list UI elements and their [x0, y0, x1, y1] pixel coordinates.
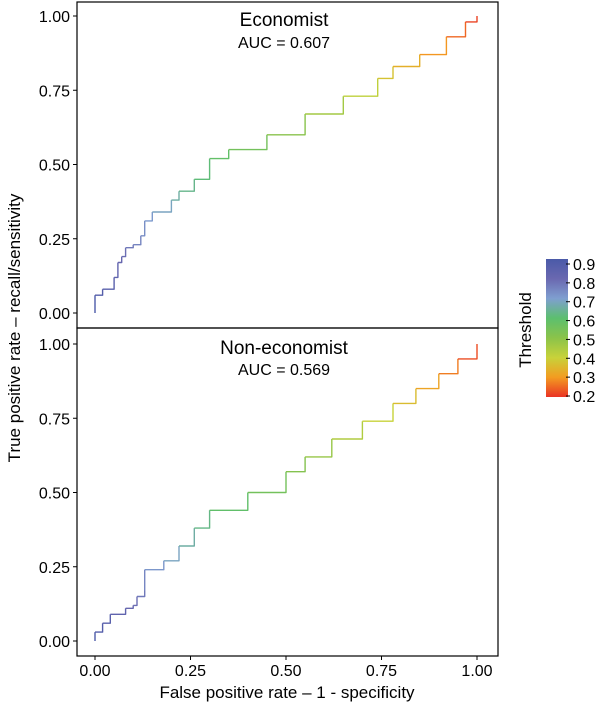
- roc-segment: [331, 421, 364, 440]
- roc-segment: [137, 590, 146, 598]
- roc-segment: [209, 492, 249, 511]
- legend-tick-label: 0.4: [573, 351, 595, 368]
- legend-tick-label: 0.6: [573, 314, 595, 331]
- axis-ticks: 0.00 0.25 0.50 0.75 1.00 0.00 0.25 0.50 0.75 1.00…: [39, 9, 493, 680]
- roc-segment: [179, 528, 195, 547]
- roc-segment: [163, 546, 180, 562]
- roc-segment: [446, 21, 467, 38]
- legend-tick-label: 0.5: [573, 332, 595, 349]
- roc-segment: [133, 596, 138, 607]
- roc-segment: [305, 439, 333, 458]
- roc-segment: [144, 560, 165, 571]
- roc-segment: [171, 191, 180, 201]
- y-axis-title: True positive rate – recall/sensitivity: [5, 193, 24, 462]
- roc-segment: [415, 373, 440, 390]
- y-tick-label: 0.50: [39, 158, 70, 175]
- roc-segment: [419, 36, 448, 56]
- legend-tick-label: 0.8: [573, 276, 595, 293]
- roc-segment: [194, 158, 211, 180]
- roc-segment: [117, 256, 123, 264]
- roc-segment: [393, 54, 421, 68]
- panel-frames: [76, 1, 499, 657]
- x-axis-title: False positive rate – 1 - specificity: [159, 683, 415, 702]
- roc-segment: [133, 235, 142, 246]
- legend-ticks: 0.9 0.8 0.7 0.60.5 0.4 0.3 0.2: [566, 257, 595, 406]
- roc-segment: [228, 134, 268, 151]
- x-tick-label: 0.25: [175, 663, 206, 680]
- roc-segment: [377, 66, 394, 80]
- y-tick-label: 0.50: [39, 486, 70, 503]
- y-tick-label: 1.00: [39, 9, 70, 26]
- roc-segment: [362, 403, 394, 422]
- roc-segment: [121, 247, 127, 258]
- panel-subtitle-non-economist: AUC = 0.569: [238, 362, 330, 379]
- roc-segment: [286, 456, 306, 473]
- roc-segment: [125, 605, 134, 609]
- roc-segment: [95, 623, 104, 633]
- x-tick-label: 0.00: [79, 663, 110, 680]
- roc-segment: [305, 96, 344, 115]
- legend-tick-label: 0.7: [573, 295, 595, 312]
- roc-curves: [94, 16, 478, 641]
- y-tick-label: 0.00: [39, 306, 70, 323]
- y-tick-label: 0.25: [39, 232, 70, 249]
- panel-title-non-economist: Non-economist: [220, 338, 348, 359]
- roc-segment: [266, 114, 306, 136]
- roc-segment: [102, 614, 111, 624]
- legend-tick-label: 0.9: [573, 257, 595, 274]
- roc-segment: [102, 277, 115, 290]
- y-tick-label: 0.75: [39, 411, 70, 428]
- legend-tick-label: 0.3: [573, 370, 595, 387]
- roc-segment: [125, 244, 134, 249]
- x-tick-label: 0.75: [366, 663, 397, 680]
- roc-segment: [209, 149, 230, 160]
- roc-segment: [95, 289, 104, 296]
- roc-segment: [465, 16, 478, 23]
- roc-segment: [194, 510, 211, 529]
- roc-segment: [144, 212, 153, 222]
- roc-segment: [140, 220, 146, 237]
- roc-segment: [179, 179, 195, 192]
- roc-segment: [343, 78, 379, 97]
- y-tick-label: 1.00: [39, 337, 70, 354]
- roc-segment: [393, 388, 417, 405]
- legend-tick-label: 0.2: [573, 389, 595, 406]
- panel-subtitle-economist: AUC = 0.607: [238, 35, 330, 52]
- legend-title: Threshold: [516, 292, 535, 368]
- roc-segment: [438, 358, 459, 375]
- y-tick-label: 0.25: [39, 560, 70, 577]
- roc-segment: [110, 608, 127, 615]
- roc-segment: [114, 262, 119, 279]
- y-tick-label: 0.00: [39, 634, 70, 651]
- roc-segment: [457, 344, 478, 360]
- roc-segment: [152, 200, 173, 213]
- roc-segment: [247, 471, 287, 494]
- panel-title-economist: Economist: [240, 10, 329, 31]
- legend-colorbar: [546, 259, 568, 397]
- x-tick-label: 0.50: [270, 663, 301, 680]
- threshold-legend: Threshold 0.9 0.8 0.7 0.60.5 0.4 0.3 0.2: [516, 257, 595, 406]
- x-tick-label: 1.00: [461, 663, 492, 680]
- y-tick-label: 0.75: [39, 83, 70, 100]
